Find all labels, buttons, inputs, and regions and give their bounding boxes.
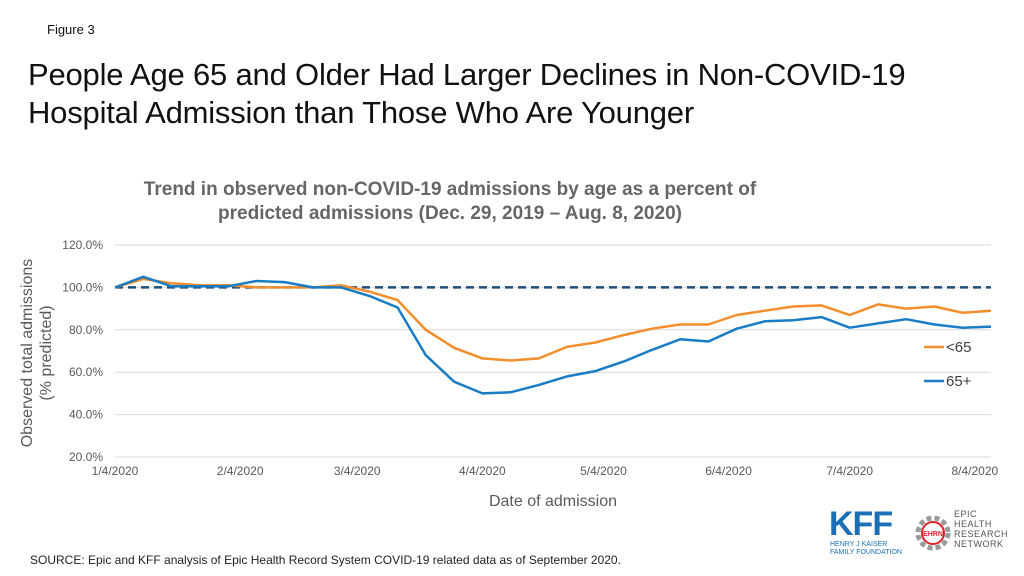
x-tick-label: 4/4/2020	[459, 464, 506, 478]
svg-text:EHRN: EHRN	[923, 531, 943, 538]
data-series	[114, 275, 992, 395]
gridlines	[115, 244, 991, 458]
kff-ehrn-logo: KFF HENRY J KAISER FAMILY FOUNDATION EHR…	[829, 507, 1019, 559]
y-tick-label: 100.0%	[62, 280, 103, 294]
x-tick-label: 5/4/2020	[580, 464, 627, 478]
series-line-65-plus	[114, 275, 992, 395]
x-tick-label: 2/4/2020	[217, 464, 264, 478]
page-title: People Age 65 and Older Had Larger Decli…	[28, 57, 906, 130]
y-tick-label: 80.0%	[69, 323, 103, 337]
x-axis-title: Date of admission	[489, 493, 617, 510]
x-tick-label: 6/4/2020	[705, 464, 752, 478]
legend-label: <65	[946, 339, 971, 356]
y-axis-title: Observed total admissions (% predicted)	[19, 259, 55, 448]
y-tick-label: 60.0%	[69, 365, 103, 379]
kff-logo-subtitle: HENRY J KAISER FAMILY FOUNDATION	[830, 541, 902, 556]
y-axis-ticks: 20.0% 40.0% 60.0% 80.0% 100.0% 120.0%	[62, 238, 103, 464]
x-tick-label: 1/4/2020	[92, 464, 139, 478]
kff-logo: KFF	[829, 505, 893, 543]
chart-title: Trend in observed non-COVID-19 admission…	[143, 179, 757, 224]
x-tick-label: 7/4/2020	[826, 464, 873, 478]
x-axis-ticks: 1/4/2020 2/4/2020 3/4/2020 4/4/2020 5/4/2020…	[92, 464, 999, 478]
ehrn-line: RESEARCH	[954, 529, 1009, 539]
ehrn-logo-text: EPIC HEALTH RESEARCH NETWORK	[954, 509, 1020, 549]
y-tick-label: 120.0%	[62, 238, 103, 252]
x-tick-label: 3/4/2020	[334, 464, 381, 478]
y-tick-label: 20.0%	[69, 450, 103, 464]
source-note: SOURCE: Epic and KFF analysis of Epic He…	[30, 553, 621, 567]
y-axis-title-line: Observed total admissions	[19, 259, 36, 448]
ehrn-line: NETWORK	[954, 539, 1004, 549]
x-tick-label: 8/4/2020	[951, 464, 998, 478]
y-tick-label: 40.0%	[69, 408, 103, 422]
figure-label: Figure 3	[47, 22, 95, 37]
y-axis-title-line: (% predicted)	[38, 305, 55, 400]
ehrn-gear-icon: EHRN	[915, 515, 951, 551]
legend: <65 65+	[924, 339, 972, 390]
line-chart: 20.0% 40.0% 60.0% 80.0% 100.0% 120.0% 1/4/202…	[19, 238, 999, 510]
series-line-under-65	[114, 277, 992, 362]
legend-label: 65+	[946, 373, 972, 390]
ehrn-line: HEALTH	[954, 519, 992, 529]
ehrn-line: EPIC	[954, 509, 978, 519]
